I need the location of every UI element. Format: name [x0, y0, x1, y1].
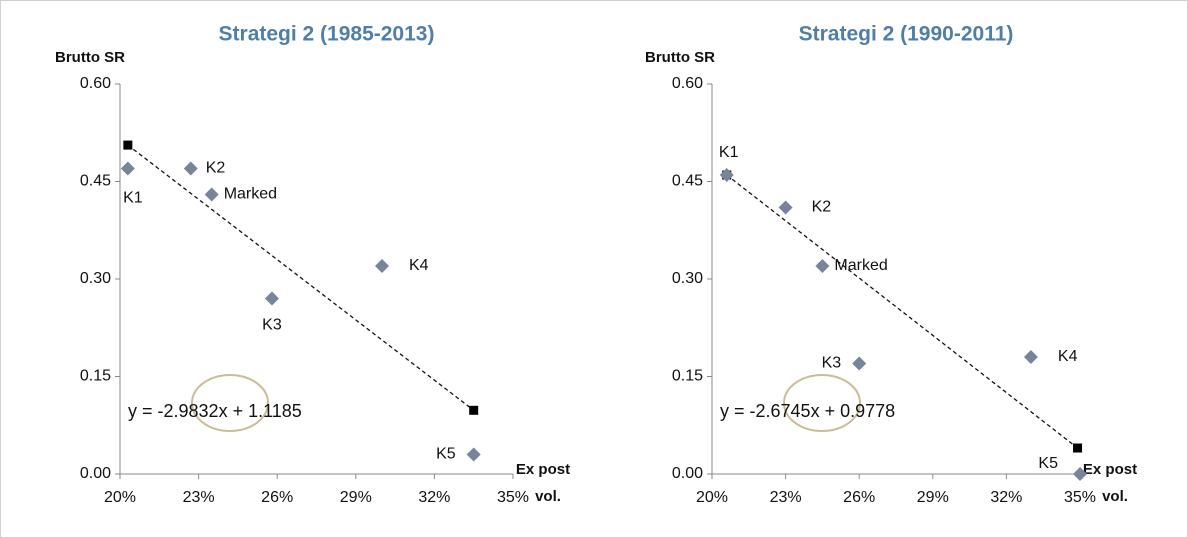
- y-tick-label: 0.60: [80, 75, 111, 92]
- y-tick-label: 0.45: [80, 173, 111, 190]
- point-label: K3: [262, 317, 282, 334]
- x-tick-label: 29%: [917, 489, 949, 506]
- x-axis-label: vol.: [535, 488, 561, 505]
- x-tick-label: 26%: [261, 489, 293, 506]
- y-tick-label: 0.60: [672, 75, 703, 92]
- point-label: K3: [822, 355, 842, 372]
- highlight-circle: [191, 374, 269, 432]
- point-label: K2: [812, 199, 832, 216]
- equation: y = -2.9832x + 1.1185: [128, 401, 302, 421]
- trendline-end: [123, 140, 133, 150]
- equation: y = -2.6745x + 0.9778: [720, 401, 895, 421]
- x-axis-label: vol.: [1102, 488, 1128, 505]
- y-axis-label: Brutto SR: [645, 49, 715, 66]
- highlight-circle: [783, 374, 861, 432]
- x-tick-label: 23%: [183, 489, 215, 506]
- point-label: K4: [1058, 348, 1078, 365]
- chart-title: Strategi 2 (1985-2013): [219, 23, 435, 46]
- point: [815, 259, 830, 273]
- point: [719, 168, 734, 182]
- point: [183, 161, 198, 176]
- point-label: K5: [1038, 455, 1058, 472]
- x-tick-label: 20%: [696, 489, 728, 506]
- x-tick-label: 32%: [418, 489, 450, 506]
- y-tick-label: 0.30: [672, 270, 703, 287]
- x-tick-label: 35%: [1064, 489, 1096, 506]
- point-label: K1: [123, 190, 143, 207]
- point: [778, 200, 793, 215]
- chart-title: Strategi 2 (1990-2011): [799, 23, 1014, 46]
- y-tick-label: 0.15: [80, 368, 111, 385]
- y-tick-label: 0.15: [672, 368, 703, 385]
- point-label: Marked: [834, 257, 887, 274]
- point: [1073, 467, 1087, 481]
- x-axis-label: Ex post: [1083, 461, 1137, 478]
- y-tick-label: 0.00: [672, 465, 703, 482]
- point-label: K4: [409, 257, 429, 274]
- point-label: K2: [206, 160, 226, 177]
- x-tick-label: 20%: [104, 489, 136, 506]
- x-tick-label: 29%: [340, 489, 372, 506]
- point: [1023, 350, 1038, 364]
- point-label: Marked: [224, 186, 277, 203]
- trendline-end: [469, 405, 479, 415]
- x-tick-label: 26%: [843, 489, 875, 506]
- point-label: K1: [719, 144, 739, 161]
- point: [264, 291, 279, 306]
- y-axis-label: Brutto SR: [55, 49, 125, 66]
- point: [375, 259, 389, 273]
- trendline: [127, 144, 475, 411]
- point: [120, 161, 135, 176]
- point-label: K5: [436, 446, 456, 463]
- y-tick-label: 0.45: [672, 173, 703, 190]
- x-tick-label: 35%: [497, 489, 529, 506]
- x-axis-label: Ex post: [516, 461, 570, 478]
- y-tick-label: 0.00: [80, 465, 111, 482]
- x-tick-label: 32%: [990, 489, 1022, 506]
- point: [466, 447, 481, 462]
- point: [852, 356, 867, 371]
- trendline-end: [1073, 443, 1083, 453]
- y-tick-label: 0.30: [80, 270, 111, 287]
- point: [204, 187, 219, 202]
- x-tick-label: 23%: [770, 489, 802, 506]
